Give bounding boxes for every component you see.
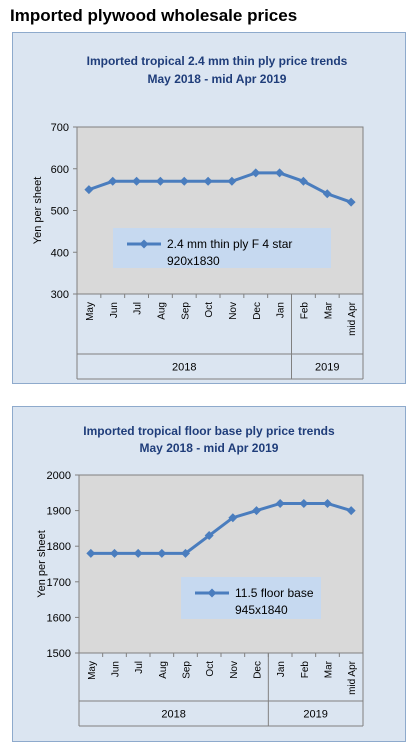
y-tick-label: 500	[51, 206, 69, 218]
x-tick-label: Nov	[228, 302, 239, 320]
y-axis-label: Yen per sheet	[32, 177, 44, 244]
legend-swatch-marker	[139, 239, 149, 249]
data-point	[108, 176, 118, 186]
x-tick-label: Jan	[276, 661, 287, 677]
y-tick-label: 700	[51, 122, 69, 134]
legend-label: 11.5 floor base	[235, 586, 314, 600]
chart-title: Imported tropical 2.4 mm thin ply price …	[87, 54, 348, 68]
chart-panel-floor-base: Imported tropical floor base ply price t…	[12, 406, 406, 742]
legend-label: 2.4 mm thin ply F 4 star	[167, 237, 292, 251]
data-point	[275, 498, 285, 508]
y-tick-label: 400	[51, 247, 69, 259]
data-point	[322, 189, 332, 199]
year-group-label: 2019	[303, 709, 327, 721]
data-point	[227, 176, 237, 186]
y-tick-label: 300	[51, 289, 69, 301]
x-tick-label: Oct	[204, 302, 215, 318]
legend-box	[113, 228, 331, 268]
x-tick-label: Jun	[111, 661, 122, 677]
x-tick-label: Jan	[276, 302, 287, 318]
legend-swatch-marker	[207, 588, 217, 598]
x-tick-label: mid Apr	[347, 660, 358, 695]
data-point	[346, 506, 356, 516]
x-tick-label: Jun	[109, 302, 120, 318]
data-point	[251, 168, 261, 178]
year-group-label: 2018	[172, 362, 196, 374]
chart-subtitle: May 2018 - mid Apr 2019	[140, 441, 279, 455]
x-tick-label: Oct	[205, 661, 216, 677]
data-point	[203, 176, 213, 186]
x-tick-label: Jul	[133, 302, 144, 315]
x-tick-label: Feb	[300, 661, 311, 679]
x-tick-label: Mar	[323, 301, 334, 319]
data-point	[275, 168, 285, 178]
x-tick-label: May	[85, 302, 96, 321]
x-tick-label: Nov	[229, 661, 240, 679]
data-point	[132, 176, 142, 186]
x-tick-label: Jul	[134, 661, 145, 674]
y-axis-label: Yen per sheet	[36, 530, 48, 597]
x-tick-label: Sep	[182, 661, 193, 679]
chart-panel-thin-ply: Imported tropical 2.4 mm thin ply price …	[12, 32, 406, 384]
y-tick-label: 1600	[47, 612, 71, 624]
chart-subtitle: May 2018 - mid Apr 2019	[148, 72, 287, 86]
x-tick-label: Sep	[180, 302, 191, 320]
data-point	[133, 548, 143, 558]
x-tick-label: Dec	[252, 302, 263, 320]
x-tick-label: Mar	[324, 660, 335, 678]
y-tick-label: 1700	[47, 577, 71, 589]
data-point	[179, 176, 189, 186]
data-point	[84, 185, 94, 195]
thin-ply-price-chart: Imported tropical 2.4 mm thin ply price …	[32, 54, 364, 380]
data-point	[228, 513, 238, 523]
year-group-label: 2018	[161, 709, 185, 721]
data-point	[181, 548, 190, 558]
legend-box	[181, 577, 321, 619]
floor-base-price-chart: Imported tropical floor base ply price t…	[36, 424, 364, 727]
data-point	[157, 548, 167, 558]
x-tick-label: Feb	[299, 302, 310, 320]
legend-label-line2: 945x1840	[235, 603, 288, 617]
y-tick-label: 600	[51, 164, 69, 176]
y-tick-label: 1800	[47, 541, 71, 553]
x-tick-label: Dec	[253, 661, 264, 679]
plot-area	[78, 474, 364, 654]
y-tick-label: 1900	[47, 506, 71, 518]
y-tick-label: 2000	[47, 470, 71, 482]
data-point	[252, 506, 261, 516]
y-tick-label: 1500	[47, 648, 71, 660]
chart-title: Imported tropical floor base ply price t…	[83, 424, 335, 438]
x-tick-label: mid Apr	[347, 301, 358, 336]
data-point	[204, 531, 214, 541]
x-tick-label: Aug	[158, 661, 169, 679]
x-tick-label: Aug	[156, 302, 167, 320]
plot-area	[76, 126, 364, 295]
data-point	[155, 176, 165, 186]
page-title: Imported plywood wholesale prices	[10, 6, 298, 25]
x-tick-label: May	[87, 661, 98, 680]
data-point	[298, 176, 308, 186]
data-point	[86, 548, 96, 558]
data-point	[323, 498, 332, 508]
year-group-label: 2019	[315, 362, 339, 374]
legend-label-line2: 920x1830	[167, 254, 220, 268]
data-point	[299, 498, 309, 508]
data-point	[346, 197, 356, 207]
data-point	[110, 548, 119, 558]
